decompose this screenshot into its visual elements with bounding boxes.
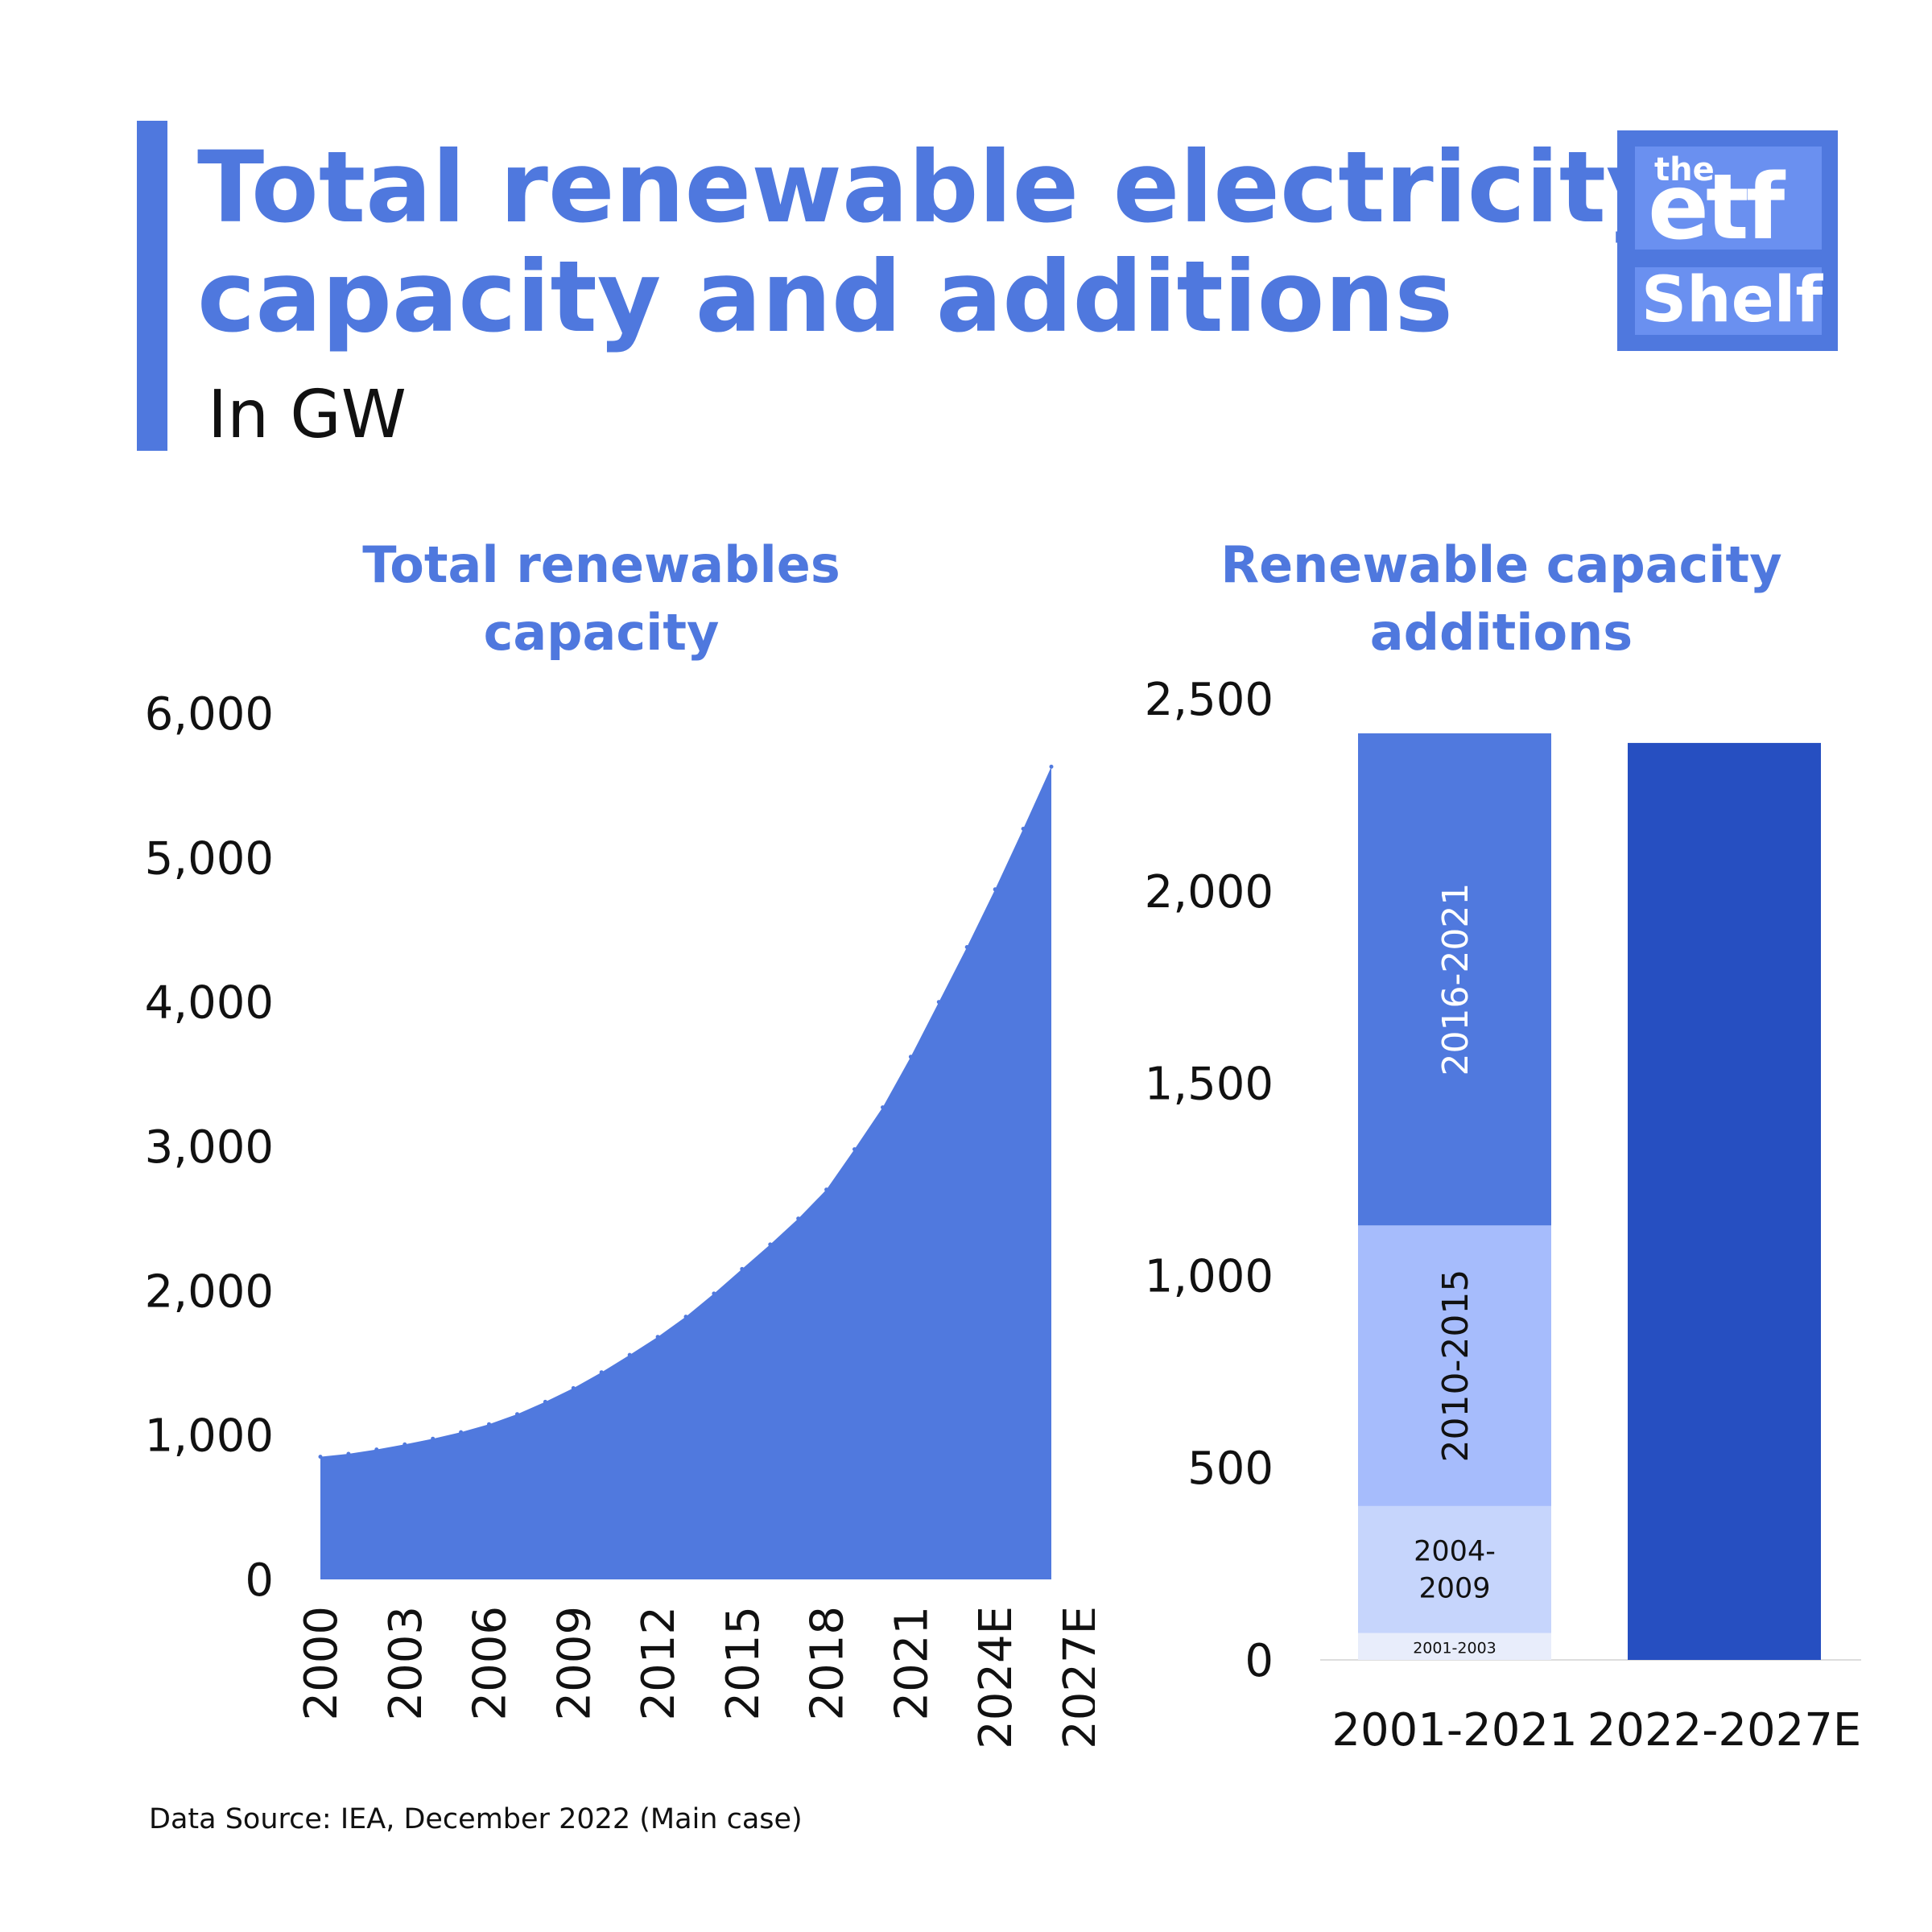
capacity-point xyxy=(796,1216,801,1221)
capacity-point xyxy=(599,1370,604,1375)
capacity-point xyxy=(655,1335,660,1340)
capacity-point xyxy=(881,1105,885,1110)
accent-bar xyxy=(137,121,167,451)
capacity-point xyxy=(543,1399,547,1404)
segment-label: 2004- xyxy=(1414,1536,1496,1568)
y-tick-label: 6,000 xyxy=(145,688,274,741)
bar-segment xyxy=(1358,1225,1551,1506)
etf-shelf-logo: the etf Shelf xyxy=(1617,130,1838,351)
capacity-point xyxy=(852,1147,857,1152)
y-tick-label: 4,000 xyxy=(145,977,274,1030)
segment-label: 2009 xyxy=(1418,1573,1490,1605)
y-tick-label: 1,000 xyxy=(145,1410,274,1463)
bar-segment xyxy=(1358,1633,1551,1660)
capacity-point xyxy=(318,1455,323,1459)
x-tick-label: 2027E xyxy=(1055,1606,1095,1749)
capacity-point xyxy=(1049,764,1054,769)
capacity-point xyxy=(402,1442,407,1447)
capacity-point xyxy=(346,1451,351,1456)
segment-label: 2016-2021 xyxy=(1435,883,1476,1076)
logo-bottom-panel xyxy=(1635,267,1822,335)
y-tick-label: 1,500 xyxy=(1145,1059,1274,1111)
page-subtitle: In GW xyxy=(208,377,407,453)
capacity-point xyxy=(627,1352,632,1357)
y-tick-label: 500 xyxy=(1187,1443,1274,1495)
capacity-point xyxy=(487,1422,491,1426)
capacity-point xyxy=(964,945,969,949)
y-tick-label: 5,000 xyxy=(145,832,274,885)
area-chart-title-line-1: Total renewables xyxy=(362,535,840,594)
y-tick-label: 2,000 xyxy=(145,1265,274,1318)
x-tick-label: 2022-2027E xyxy=(1587,1704,1862,1757)
title-line-2: capacity and additions xyxy=(197,240,1453,354)
bar-chart-title-line-2: additions xyxy=(1369,603,1633,662)
x-tick-label: 2018 xyxy=(802,1606,854,1721)
logo-the-text: the xyxy=(1654,151,1715,188)
x-tick-label: 2015 xyxy=(717,1606,770,1721)
y-tick-label: 0 xyxy=(245,1554,274,1607)
y-tick-label: 0 xyxy=(1245,1635,1274,1687)
capacity-point xyxy=(908,1055,913,1059)
capacity-point xyxy=(824,1187,829,1192)
page-title: Total renewable electricity capacity and… xyxy=(197,130,1670,354)
bar-chart-title: Renewable capacity additions xyxy=(1195,531,1807,667)
x-tick-label: 2012 xyxy=(633,1606,685,1721)
bar-chart: 0 500 1,000 1,500 2,000 2,500 2001-2021 2022-20… xyxy=(1145,674,1862,1757)
y-tick-label: 2,000 xyxy=(1145,866,1274,919)
capacity-point xyxy=(936,1000,941,1005)
x-tick-label: 2009 xyxy=(548,1606,601,1721)
capacity-point xyxy=(712,1291,716,1296)
bar-segment xyxy=(1358,1506,1551,1633)
y-tick-label: 1,000 xyxy=(1145,1250,1274,1302)
x-tick-label: 2001-2021 xyxy=(1331,1704,1577,1757)
capacity-point xyxy=(374,1447,379,1452)
segment-label: 2001-2003 xyxy=(1413,1639,1496,1657)
bar-segment xyxy=(1628,742,1821,1660)
x-tick-label: 2021 xyxy=(886,1606,938,1721)
logo-etf-text: etf xyxy=(1648,155,1785,260)
area-chart: 0 1,000 2,000 3,000 4,000 5,000 6,000 2000 2003 2… xyxy=(145,688,1095,1749)
capacity-point xyxy=(515,1412,519,1417)
segment-label: 2010-2015 xyxy=(1435,1269,1476,1463)
logo-top-panel xyxy=(1635,147,1822,250)
x-tick-label: 2000 xyxy=(295,1606,348,1721)
y-tick-label: 2,500 xyxy=(1145,674,1274,726)
bar-segment xyxy=(1358,733,1551,1226)
bar-chart-title-line-1: Renewable capacity xyxy=(1220,535,1782,594)
capacity-point xyxy=(768,1242,773,1247)
capacity-point xyxy=(993,887,997,892)
y-tick-label: 3,000 xyxy=(145,1121,274,1174)
capacity-point xyxy=(431,1436,436,1441)
x-tick-label: 2003 xyxy=(380,1606,432,1721)
capacity-area xyxy=(320,766,1051,1579)
area-chart-title-line-2: capacity xyxy=(483,603,720,662)
title-line-1: Total renewable electricity xyxy=(197,130,1670,245)
capacity-point xyxy=(571,1385,576,1390)
capacity-point xyxy=(1021,827,1026,831)
logo-shelf-text: Shelf xyxy=(1641,264,1823,336)
area-chart-title: Total renewables capacity xyxy=(295,531,907,667)
capacity-point xyxy=(459,1430,464,1435)
capacity-point xyxy=(740,1266,745,1271)
x-tick-label: 2024E xyxy=(970,1606,1022,1749)
capacity-point xyxy=(683,1315,688,1319)
x-tick-label: 2006 xyxy=(464,1606,517,1721)
data-source-note: Data Source: IEA, December 2022 (Main ca… xyxy=(149,1803,803,1835)
